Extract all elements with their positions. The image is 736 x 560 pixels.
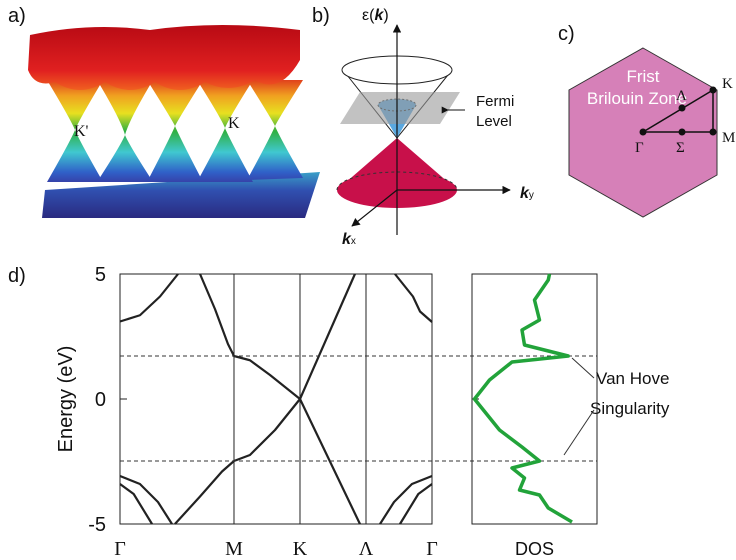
label-part: k — [342, 231, 352, 248]
label-part: ε( — [362, 7, 375, 24]
data-line — [472, 273, 573, 524]
ky-label: ky — [520, 185, 534, 202]
fermi-plane — [340, 92, 460, 124]
panel-label: b) — [312, 5, 330, 27]
x-tick-label: Γ — [426, 538, 438, 560]
point-label: Γ — [635, 140, 644, 156]
y-tick-label: 5 — [95, 264, 106, 286]
fermi-label: Fermi — [476, 93, 514, 110]
panel-d: d) Van Hove Singularity — [8, 265, 670, 456]
x-tick-label: M — [225, 538, 243, 560]
point-label: K — [722, 76, 733, 92]
y-tick-label: -5 — [88, 514, 106, 536]
plot-frame — [119, 273, 433, 525]
y-tick-label: 0 — [95, 389, 106, 411]
annotation-line — [571, 357, 595, 379]
x-tick-label: K — [293, 538, 308, 560]
fermi-label: Level — [476, 113, 512, 130]
data-line — [299, 398, 361, 525]
panel-label: d) — [8, 265, 26, 287]
energy-axis-label: ε(k) — [362, 7, 389, 24]
lower-sheet — [42, 172, 320, 218]
zone-title: Brilouin Zone — [587, 89, 687, 108]
panel-c: c) Frist Brilouin Zone K Λ M Γ Σ — [558, 23, 735, 218]
data-line — [199, 273, 301, 400]
upper-sheet — [28, 25, 300, 90]
data-line — [119, 474, 173, 525]
zone-title: Frist — [626, 67, 659, 86]
x-tick-label: Γ — [114, 538, 126, 560]
annotation: Singularity — [590, 399, 670, 418]
label-part: k — [374, 7, 384, 24]
kx-label: kx — [342, 231, 356, 248]
dirac-point-label: K — [228, 115, 240, 132]
data-line — [119, 273, 179, 323]
x-tick-label: Λ — [359, 538, 374, 560]
plot-frame — [471, 273, 598, 525]
data-line — [394, 273, 433, 323]
annotation: Van Hove — [596, 369, 669, 388]
point-label: Σ — [676, 140, 685, 156]
y-axis-label: Energy (eV) — [55, 346, 77, 453]
data-line — [298, 273, 356, 400]
x-axis-label: DOS — [515, 539, 554, 559]
panel-a: a) K' K — [8, 5, 320, 218]
panel-b: b) ε(k) Fermi Level ky kx — [312, 5, 534, 248]
cones — [47, 80, 303, 182]
dirac-point-label: K' — [74, 123, 89, 140]
data-line — [379, 474, 433, 525]
label-part: x — [351, 236, 356, 247]
point-label: Λ — [676, 88, 687, 104]
panel-label: c) — [558, 23, 575, 45]
panel-label: a) — [8, 5, 26, 27]
annotation-line — [563, 409, 595, 456]
data-line — [399, 483, 433, 525]
point-label: M — [722, 130, 735, 146]
data-line — [119, 483, 153, 525]
label-part: ) — [383, 7, 388, 24]
label-part: y — [529, 190, 534, 201]
label-part: k — [520, 185, 530, 202]
